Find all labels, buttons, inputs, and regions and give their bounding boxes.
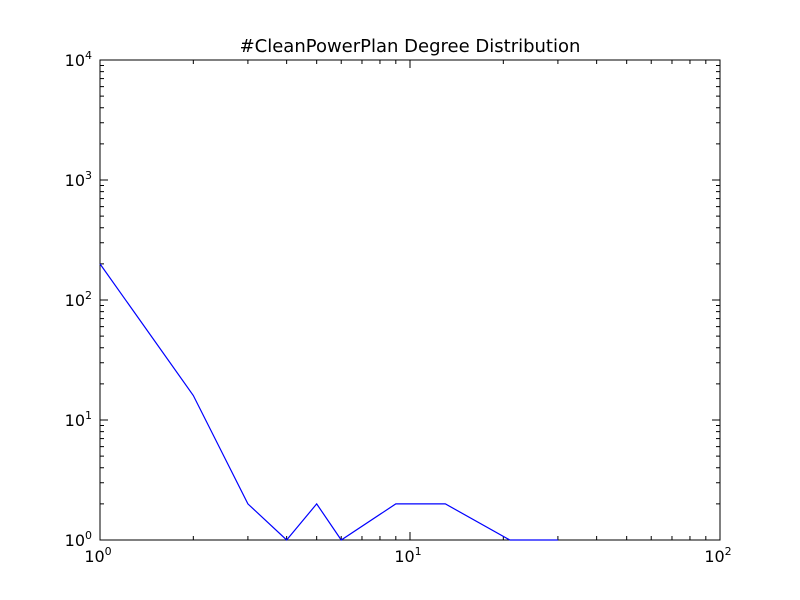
y-tick-label: 104 (65, 49, 92, 70)
y-tick-label-base: 10 (65, 291, 85, 310)
y-tick-label-base: 10 (65, 171, 85, 190)
x-tick-label: 101 (394, 545, 421, 566)
y-tick-label-base: 10 (65, 51, 85, 70)
x-axis-tick-labels: 100 101 102 (84, 545, 731, 566)
x-tick-label-base: 10 (84, 547, 104, 566)
minor-ticks (100, 60, 720, 540)
chart-title: #CleanPowerPlan Degree Distribution (240, 36, 581, 57)
series-layer (99, 263, 558, 541)
x-tick-label: 102 (704, 545, 731, 566)
y-tick-label-base: 10 (65, 531, 85, 550)
y-tick-label: 102 (65, 289, 92, 310)
x-tick-label-base: 10 (704, 547, 724, 566)
y-tick-label-exponent: 3 (85, 169, 92, 182)
y-tick-label-exponent: 4 (85, 49, 92, 62)
y-tick-label: 101 (65, 409, 92, 430)
x-tick-label-exponent: 1 (415, 545, 422, 558)
y-tick-label-exponent: 0 (85, 529, 92, 542)
degree-distribution-line (99, 263, 558, 541)
plot-area (99, 59, 721, 541)
x-tick-label-exponent: 2 (725, 545, 732, 558)
x-tick-label-exponent: 0 (105, 545, 112, 558)
x-tick-label: 100 (84, 545, 111, 566)
x-tick-label-base: 10 (394, 547, 414, 566)
y-tick-label: 100 (65, 529, 92, 550)
y-tick-label-exponent: 2 (85, 289, 92, 302)
y-tick-label-exponent: 1 (85, 409, 92, 422)
y-tick-label: 103 (65, 169, 92, 190)
major-ticks (99, 59, 721, 541)
y-tick-label-base: 10 (65, 411, 85, 430)
